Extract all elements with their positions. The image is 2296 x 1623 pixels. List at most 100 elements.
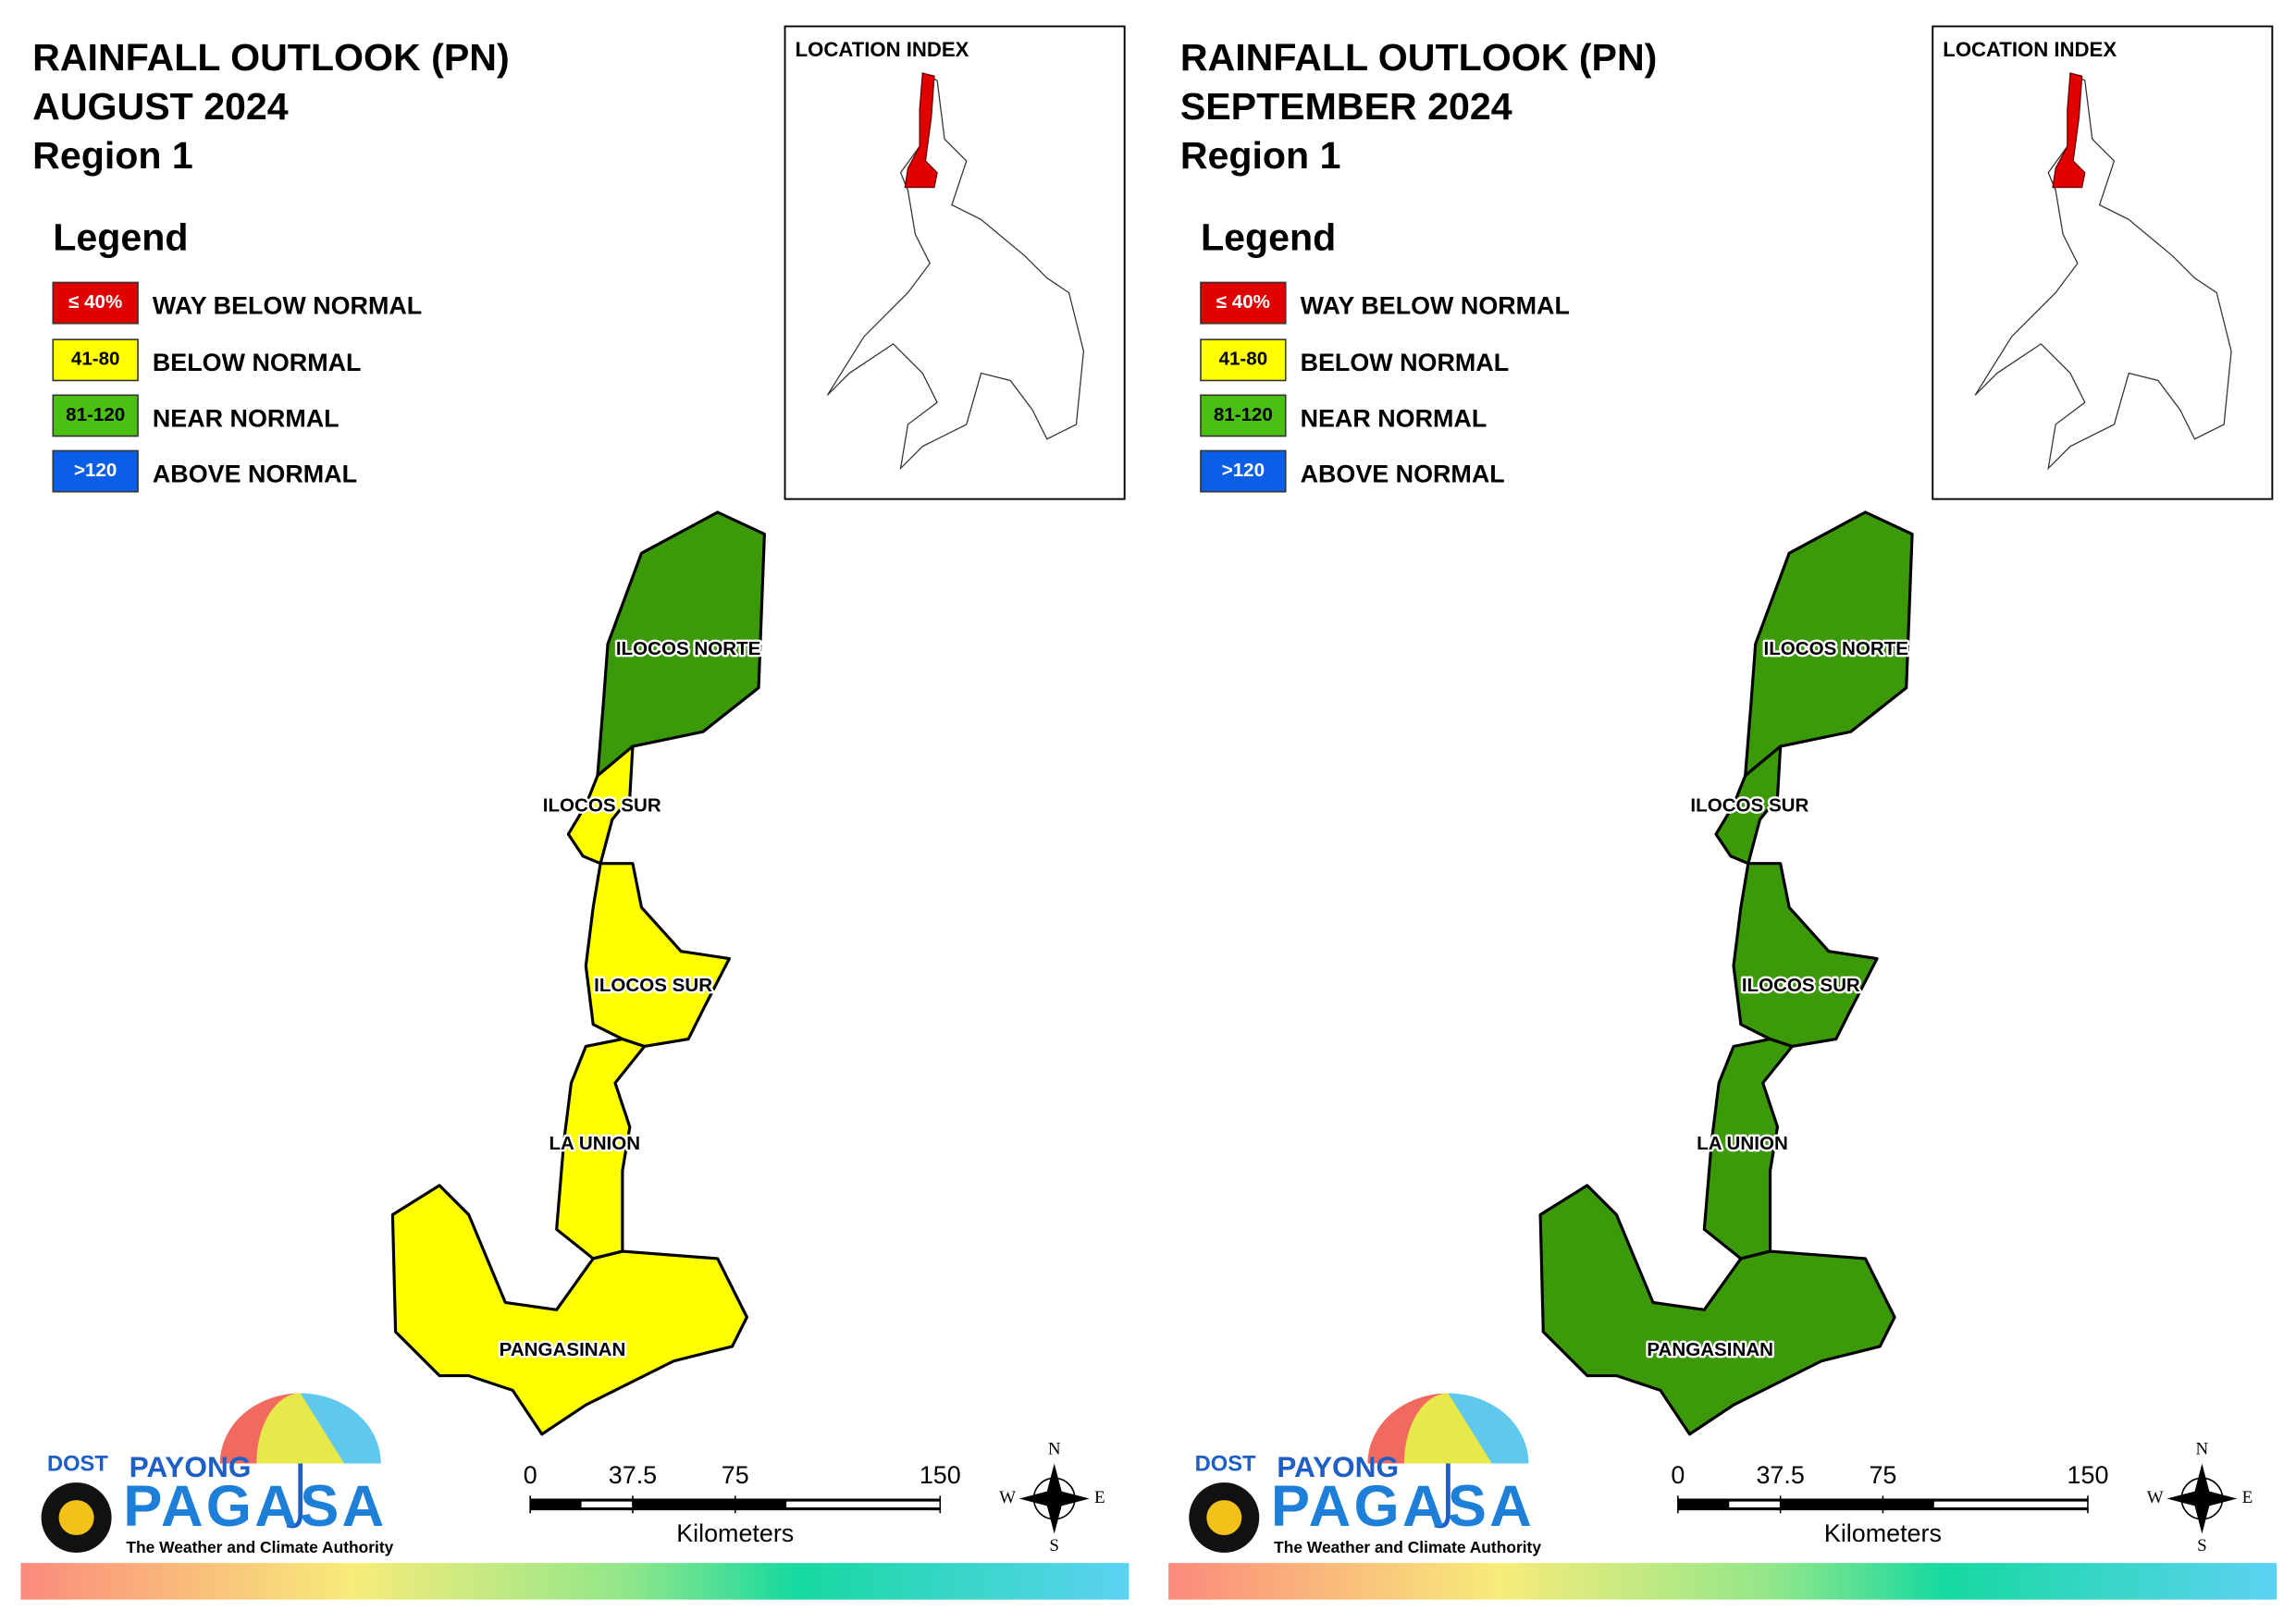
scale-unit: Kilometers (676, 1519, 794, 1547)
scale-label: 150 (920, 1461, 961, 1489)
province-label: LA UNION (1697, 1133, 1788, 1154)
legend-title: Legend (1201, 215, 1336, 258)
compass-letter: N (2196, 1440, 2209, 1459)
legend-swatch (1200, 394, 1287, 437)
province-label: ILOCOS SUR (594, 975, 712, 996)
legend-swatch (1200, 449, 1287, 493)
compass-rose (1018, 1463, 1090, 1534)
legend-label: WAY BELOW NORMAL (1301, 291, 1570, 319)
inset-region (2052, 72, 2086, 189)
legend-swatch (52, 449, 139, 493)
scale-label: 37.5 (609, 1461, 657, 1489)
legend-label: BELOW NORMAL (1301, 349, 1510, 376)
legend-key: 41-80 (71, 349, 120, 370)
inset-frame (1932, 25, 2274, 500)
compass-letter: E (2242, 1488, 2253, 1507)
legend-title: Legend (53, 215, 188, 258)
legend-key: >120 (74, 460, 117, 481)
province-label: ILOCOS SUR (1690, 794, 1808, 816)
umbrella-handle (286, 1463, 303, 1529)
title-line: RAINFALL OUTLOOK (PN) (32, 36, 510, 79)
legend-label: ABOVE NORMAL (1301, 460, 1505, 487)
legend-swatch (1200, 338, 1287, 382)
province-label: ILOCOS SUR (1742, 975, 1860, 996)
compass-letter: N (1048, 1440, 1061, 1459)
scale-segment (1933, 1501, 2088, 1507)
panel: RAINFALL OUTLOOK (PN) AUGUST 2024 Region 1… (20, 25, 1129, 1600)
province-label: ILOCOS NORTE (616, 638, 761, 659)
legend-key: >120 (1222, 460, 1265, 481)
legend-swatch (52, 338, 139, 382)
province (1538, 1184, 1896, 1436)
scale-segment (581, 1501, 633, 1507)
compass-letter: E (1094, 1488, 1105, 1507)
scale-segment (786, 1501, 941, 1507)
province-label: ILOCOS SUR (543, 794, 661, 816)
footer-band (20, 1563, 1129, 1600)
dost-seal-inner (1206, 1500, 1242, 1536)
province (584, 862, 731, 1049)
scale-label: 75 (722, 1461, 749, 1489)
legend-key: 81-120 (66, 404, 125, 425)
province (1732, 862, 1879, 1049)
logo-name: PAGASA (1271, 1474, 1535, 1539)
panel: RAINFALL OUTLOOK (PN) SEPTEMBER 2024 Regio… (1168, 25, 2277, 1600)
compass-letter: S (2197, 1536, 2207, 1555)
province-label: ILOCOS NORTE (1764, 638, 1909, 659)
legend-label: WAY BELOW NORMAL (153, 291, 422, 319)
umbrella-right (300, 1393, 381, 1464)
title-line: RAINFALL OUTLOOK (PN) (1180, 36, 1658, 79)
footer-band (1168, 1563, 2277, 1600)
title-line: Region 1 (1180, 134, 1341, 177)
compass-ring (2180, 1477, 2224, 1520)
legend-key: ≤ 40% (68, 291, 122, 313)
compass-ring (1032, 1477, 1076, 1520)
province-label: PANGASINAN (500, 1339, 626, 1360)
legend-key: ≤ 40% (1216, 291, 1270, 313)
scale-label: 75 (1869, 1461, 1896, 1489)
inset-outline (1974, 72, 2232, 471)
umbrella-right (1448, 1393, 1529, 1464)
logo-brand: PAYONG (1277, 1450, 1399, 1483)
legend-label: ABOVE NORMAL (153, 460, 357, 487)
inset-title: LOCATION INDEX (796, 38, 969, 61)
legend-label: BELOW NORMAL (153, 349, 362, 376)
logo-name: PAGASA (123, 1474, 387, 1539)
province (596, 510, 766, 778)
legend-swatch (52, 394, 139, 437)
title-line: SEPTEMBER 2024 (1180, 85, 1512, 128)
legend-label: NEAR NORMAL (1301, 404, 1487, 432)
province (1744, 510, 1914, 778)
inset-frame (784, 25, 1126, 500)
logo-brand: PAYONG (130, 1450, 252, 1483)
compass-rose (2166, 1463, 2238, 1534)
logo-agency: DOST (1195, 1452, 1256, 1476)
legend-label: NEAR NORMAL (153, 404, 339, 432)
logo-agency: DOST (47, 1452, 108, 1476)
legend-key: 41-80 (1219, 349, 1268, 370)
inset-title: LOCATION INDEX (1943, 38, 2117, 61)
inset-outline (826, 72, 1085, 471)
scale-segment (1729, 1501, 1781, 1507)
title-line: AUGUST 2024 (32, 85, 289, 128)
scale-label: 150 (2068, 1461, 2109, 1489)
province-label: LA UNION (549, 1133, 640, 1154)
scale-label: 0 (1671, 1461, 1685, 1489)
scale-label: 37.5 (1756, 1461, 1804, 1489)
scale-unit: Kilometers (1824, 1519, 1942, 1547)
province-label: PANGASINAN (1647, 1339, 1773, 1360)
title-line: Region 1 (32, 134, 193, 177)
umbrella-handle (1434, 1463, 1450, 1529)
province (390, 1184, 748, 1436)
legend-swatch (52, 281, 139, 325)
legend-key: 81-120 (1214, 404, 1273, 425)
scale-label: 0 (524, 1461, 537, 1489)
compass-letter: W (999, 1488, 1016, 1507)
logo-tagline: The Weather and Climate Authority (126, 1538, 393, 1556)
compass-letter: W (2147, 1488, 2164, 1507)
dost-seal-inner (58, 1500, 94, 1536)
compass-letter: S (1049, 1536, 1059, 1555)
inset-region (904, 72, 938, 189)
legend-swatch (1200, 281, 1287, 325)
